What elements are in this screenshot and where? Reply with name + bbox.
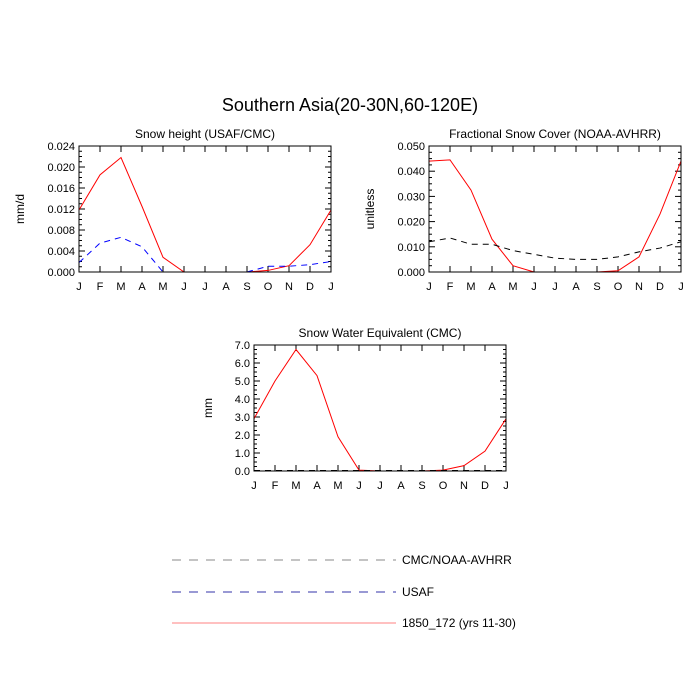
y-tick-label: 0.030 [397, 191, 425, 203]
x-tick-label: M [466, 281, 475, 293]
y-tick-label: 4.0 [235, 394, 250, 406]
x-tick-label: A [138, 281, 146, 293]
y-tick-label: 5.0 [235, 376, 250, 388]
plot-frame [253, 344, 507, 472]
panel-snow-water-equivalent: Snow Water Equivalent (CMC) mm 0.0 1.0 2.0 3.… [201, 326, 509, 492]
x-tick-label: D [656, 281, 664, 293]
y-tick-label: 6.0 [235, 358, 250, 370]
x-tick-label: J [251, 480, 257, 492]
x-tick-label: D [481, 480, 489, 492]
panel-title: Snow Water Equivalent (CMC) [299, 326, 462, 340]
x-tick-label: A [572, 281, 580, 293]
x-tick-label: O [614, 281, 623, 293]
x-tick-label: A [397, 480, 405, 492]
y-tick-label: 0.000 [397, 267, 425, 279]
x-tick-label: M [291, 480, 300, 492]
figure-title: Southern Asia(20-30N,60-120E) [222, 95, 478, 115]
y-tick-label: 1.0 [235, 448, 250, 460]
y-tick-label: 0.020 [47, 162, 75, 174]
x-tick-label: S [243, 281, 250, 293]
x-tick-label: O [439, 480, 448, 492]
plot-frame [78, 145, 332, 273]
y-axis-label: unitless [363, 189, 377, 230]
x-tick-label: J [531, 281, 537, 293]
x-tick-label: J [328, 281, 334, 293]
x-tick-label: J [202, 281, 208, 293]
panel-title: Fractional Snow Cover (NOAA-AVHRR) [449, 127, 661, 141]
x-tick-label: S [418, 480, 425, 492]
y-tick-label: 3.0 [235, 412, 250, 424]
x-tick-label: D [306, 281, 314, 293]
x-tick-label: J [356, 480, 362, 492]
x-tick-label: J [181, 281, 187, 293]
x-tick-label: M [116, 281, 125, 293]
x-tick-label: N [635, 281, 643, 293]
y-axis-label: mm [201, 398, 215, 418]
legend: CMC/NOAA-AVHRR USAF 1850_172 (yrs 11-30) [172, 553, 516, 630]
x-tick-label: A [313, 480, 321, 492]
x-tick-label: A [488, 281, 496, 293]
y-tick-label: 2.0 [235, 430, 250, 442]
legend-label-model: 1850_172 (yrs 11-30) [402, 616, 516, 630]
y-tick-label: 0.050 [397, 141, 425, 153]
y-tick-label: 0.004 [47, 246, 75, 258]
y-tick-label: 0.0 [235, 466, 250, 478]
x-tick-label: O [264, 281, 273, 293]
x-tick-label: J [426, 281, 432, 293]
y-tick-label: 0.010 [397, 242, 425, 254]
x-tick-label: J [76, 281, 82, 293]
x-tick-label: A [222, 281, 230, 293]
x-tick-label: F [97, 281, 104, 293]
panel-snow-height: Snow height (USAF/CMC) mm/d 0.000 0.004 0.00… [13, 127, 334, 293]
y-tick-label: 0.016 [47, 183, 75, 195]
series-line-model [428, 159, 682, 273]
x-tick-label: M [158, 281, 167, 293]
series-line-obs [428, 237, 682, 260]
x-tick-label: F [447, 281, 454, 293]
x-tick-label: N [460, 480, 468, 492]
legend-label-obs: CMC/NOAA-AVHRR [402, 553, 512, 567]
x-tick-label: S [593, 281, 600, 293]
y-tick-label: 7.0 [235, 340, 250, 352]
x-tick-label: M [333, 480, 342, 492]
series-line-model [253, 348, 507, 472]
series-line-model [78, 156, 332, 273]
series-line-usaf [78, 236, 332, 273]
y-axis-label: mm/d [13, 194, 27, 224]
y-tick-label: 0.020 [397, 217, 425, 229]
x-tick-label: J [503, 480, 509, 492]
x-tick-label: J [552, 281, 558, 293]
y-tick-label: 0.008 [47, 225, 75, 237]
x-tick-label: J [377, 480, 383, 492]
y-tick-label: 0.000 [47, 267, 75, 279]
x-tick-label: F [272, 480, 279, 492]
panel-fractional-snow-cover: Fractional Snow Cover (NOAA-AVHRR) unitle… [363, 127, 684, 293]
panel-title: Snow height (USAF/CMC) [135, 127, 275, 141]
legend-label-usaf: USAF [402, 585, 434, 599]
y-tick-label: 0.024 [47, 141, 75, 153]
y-tick-label: 0.040 [397, 166, 425, 178]
x-tick-label: M [508, 281, 517, 293]
x-tick-label: N [285, 281, 293, 293]
y-tick-label: 0.012 [47, 204, 75, 216]
plot-frame [428, 145, 682, 273]
x-tick-label: J [678, 281, 684, 293]
